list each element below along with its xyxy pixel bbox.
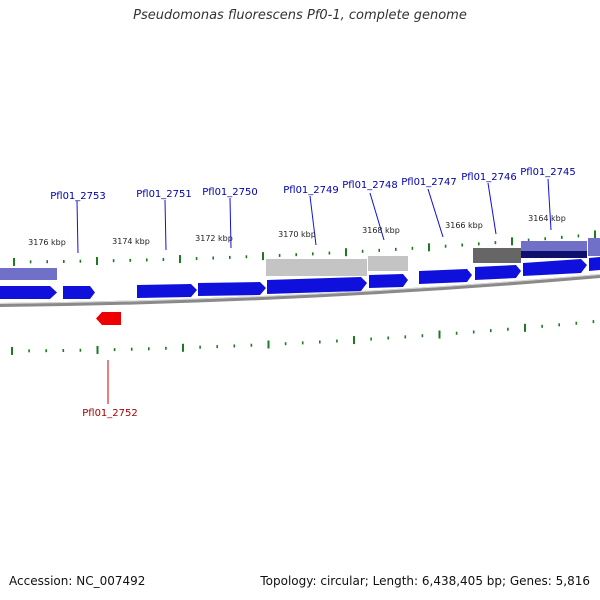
leader-pfl01-2751 <box>164 199 167 251</box>
leader-pfl01-2750 <box>229 197 232 249</box>
leader-pfl01-2753 <box>76 200 79 254</box>
genome-info-text: Topology: circular; Length: 6,438,405 bp… <box>260 574 590 588</box>
outer-tick-row <box>13 230 596 266</box>
gene-label-pfl01-2749[interactable]: Pfl01_2749 <box>283 185 339 196</box>
gene-label-pfl01-2748[interactable]: Pfl01_2748 <box>342 180 398 191</box>
feature-dark-gray <box>473 248 521 263</box>
leader-pfl01-2749 <box>309 195 317 246</box>
gene-label-pfl01-2752[interactable]: Pfl01_2752 <box>82 408 138 419</box>
leader-pfl01-2745 <box>547 178 552 231</box>
gene-label-pfl01-2747[interactable]: Pfl01_2747 <box>401 177 457 188</box>
feature-navy <box>521 251 587 258</box>
gene-label-pfl01-2745[interactable]: Pfl01_2745 <box>520 167 576 178</box>
leader-pfl01-2746 <box>487 182 497 235</box>
feature-lavender-edge <box>588 238 600 256</box>
kbp-label: 3168 kbp <box>362 226 400 235</box>
feature-light-gray-2 <box>368 256 408 271</box>
kbp-label: 3174 kbp <box>112 237 150 246</box>
gene-pfl01-2753-arrow[interactable] <box>63 286 95 299</box>
gene-pfl01-2747-arrow[interactable] <box>419 269 472 284</box>
kbp-label: 3164 kbp <box>528 214 566 223</box>
gene-pfl01-2752-arrow[interactable] <box>96 312 121 325</box>
gene-pfl01-2746-arrow[interactable] <box>475 265 521 280</box>
feature-light-gray-1 <box>266 259 367 276</box>
feature-lavender-left <box>0 268 57 280</box>
gene-pfl01-2745-arrow[interactable] <box>523 259 587 276</box>
genome-backbone-highlight <box>0 274 600 304</box>
feature-lavender-right <box>521 241 587 252</box>
gene-forward-arrow-edge[interactable] <box>589 257 600 271</box>
map-title: Pseudomonas fluorescens Pf0-1, complete … <box>133 8 467 23</box>
leader-pfl01-2748 <box>369 192 385 241</box>
genome-backbone <box>0 274 600 307</box>
gene-label-pfl01-2753[interactable]: Pfl01_2753 <box>50 191 106 202</box>
kbp-label: 3176 kbp <box>28 238 66 247</box>
gene-pfl01-2750-arrow[interactable] <box>198 282 266 296</box>
gene-pfl01-2749-arrow[interactable] <box>267 277 367 294</box>
inner-tick-row <box>11 320 595 355</box>
kbp-label: 3166 kbp <box>445 221 483 230</box>
leader-pfl01-2747 <box>427 188 444 238</box>
kbp-label: 3172 kbp <box>195 234 233 243</box>
gene-label-pfl01-2746[interactable]: Pfl01_2746 <box>461 172 517 183</box>
gene-pfl01-2748-arrow[interactable] <box>369 274 408 288</box>
accession-text: Accession: NC_007492 <box>9 574 146 588</box>
gene-pfl01-2751-arrow[interactable] <box>137 284 197 298</box>
kbp-label: 3170 kbp <box>278 230 316 239</box>
gene-label-pfl01-2751[interactable]: Pfl01_2751 <box>136 189 192 200</box>
gene-label-pfl01-2750[interactable]: Pfl01_2750 <box>202 187 258 198</box>
gene-forward-arrow[interactable] <box>0 286 57 299</box>
